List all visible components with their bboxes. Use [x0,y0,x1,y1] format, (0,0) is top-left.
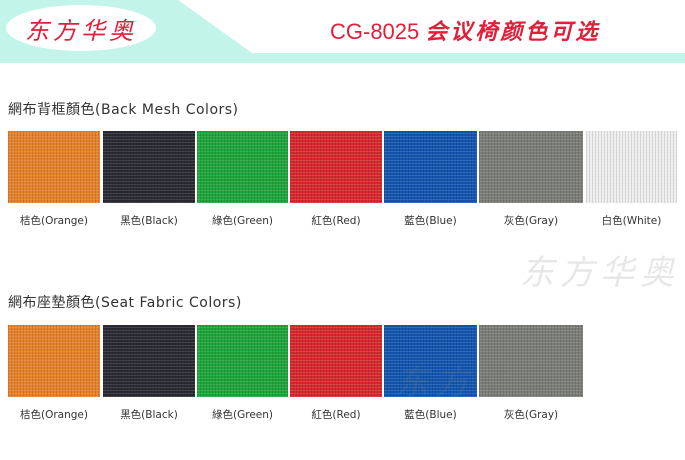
color-label: 灰色(Gray) [503,215,559,227]
color-swatch[interactable] [8,325,100,397]
watermark: 东方华奥 [520,253,680,293]
color-label: 綠色(Green) [212,215,273,227]
header-band [0,0,685,63]
color-swatch[interactable] [197,131,288,203]
brand-logo: 东方华奥 [6,5,156,51]
color-swatch[interactable] [384,325,477,397]
page-title: CG-8025 会议椅颜色可选 [330,14,600,46]
color-label: 黑色(Black) [120,409,178,421]
color-label: 桔色(Orange) [20,215,88,227]
title-chinese: 会议椅颜色可选 [425,19,601,45]
model-number: CG-8025 [330,19,420,44]
color-swatch[interactable] [479,325,583,397]
color-label: 綠色(Green) [212,409,273,421]
color-label: 紅色(Red) [311,215,361,227]
color-swatch[interactable] [290,131,382,203]
color-label: 藍色(Blue) [404,409,457,421]
color-label: 灰色(Gray) [503,409,559,421]
color-label: 藍色(Blue) [404,215,457,227]
color-swatch[interactable] [479,131,583,203]
color-label: 紅色(Red) [311,409,361,421]
color-swatch[interactable] [197,325,288,397]
color-label: 桔色(Orange) [20,409,88,421]
watermark: 东方华奥 [395,363,555,403]
color-swatch[interactable] [103,325,195,397]
back-mesh-heading: 網布背框顏色(Back Mesh Colors) [8,102,239,118]
color-swatch[interactable] [290,325,382,397]
color-swatch[interactable] [384,131,477,203]
color-swatch[interactable] [103,131,195,203]
seat-fabric-heading: 網布座墊顏色(Seat Fabric Colors) [8,295,242,311]
color-swatch[interactable] [586,131,677,203]
color-label: 黑色(Black) [120,215,178,227]
color-label: 白色(White) [601,215,662,227]
color-swatch[interactable] [8,131,100,203]
